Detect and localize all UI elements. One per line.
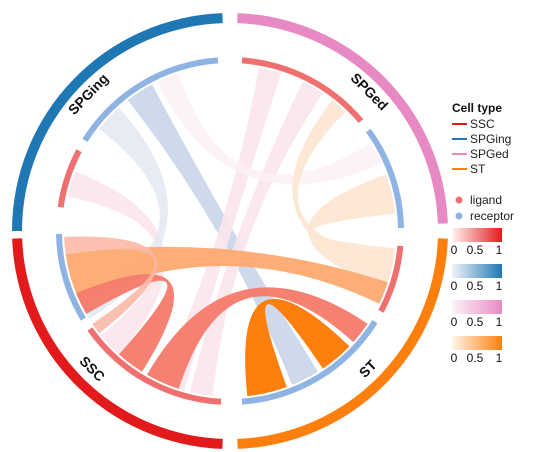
segment-ST-ligand <box>378 245 404 313</box>
link-ribbon-0 <box>67 171 166 355</box>
legend-dot-ligand <box>455 196 463 204</box>
colorbar-tick-1-0: 0 <box>451 279 458 293</box>
segments-layer <box>56 57 404 405</box>
segment-SPGed-receptor <box>365 128 404 229</box>
link-ribbon-12 <box>64 236 157 334</box>
legend-label-receptor: receptor <box>470 209 514 223</box>
colorbar-tick-2-0: 0 <box>451 315 458 329</box>
legend-label-ligand: ligand <box>470 193 502 207</box>
colorbar-tick-1-2: 1 <box>496 279 503 293</box>
colorbar-tick-1-1: 0.5 <box>467 279 484 293</box>
legend-title: Cell type <box>452 101 502 115</box>
link-ribbon-10 <box>147 287 368 389</box>
legend-label-SSC: SSC <box>470 117 495 131</box>
legend-label-SPGing: SPGing <box>470 132 511 146</box>
colorbar-0 <box>452 228 502 242</box>
colorbar-tick-2-1: 0.5 <box>467 315 484 329</box>
legend-label-SPGed: SPGed <box>470 147 509 161</box>
colorbar-tick-0-0: 0 <box>451 243 458 257</box>
sectors-layer <box>12 13 448 449</box>
colorbar-tick-3-1: 0.5 <box>467 351 484 365</box>
colorbar-tick-3-0: 0 <box>451 351 458 365</box>
sector-SSC <box>12 238 223 449</box>
legend-label-ST: ST <box>470 162 486 176</box>
colorbar-2 <box>452 300 502 314</box>
colorbar-tick-2-2: 1 <box>496 315 503 329</box>
colorbar-tick-0-2: 1 <box>496 243 503 257</box>
colorbar-tick-3-2: 1 <box>496 351 503 365</box>
legend-dot-receptor <box>455 212 463 220</box>
colorbar-1 <box>452 264 502 278</box>
segment-SPGing-ligand <box>57 149 82 208</box>
segment-SSC-receptor <box>56 233 86 321</box>
link-ribbon-3 <box>159 67 282 391</box>
colorbar-3 <box>452 336 502 350</box>
link-ribbon-7 <box>292 100 394 277</box>
sector-label-ST: ST <box>356 356 380 380</box>
link-ribbon-4 <box>189 81 323 397</box>
sector-ST <box>237 238 448 449</box>
links-layer <box>64 67 396 397</box>
link-ribbon-5 <box>157 73 382 185</box>
link-ribbon-11 <box>76 274 175 372</box>
sector-SPGed <box>237 13 448 224</box>
link-ribbon-8 <box>65 246 388 304</box>
colorbar-tick-0-1: 0.5 <box>467 243 484 257</box>
segment-SPGed-ligand <box>241 57 364 124</box>
link-ribbon-9 <box>245 298 350 397</box>
